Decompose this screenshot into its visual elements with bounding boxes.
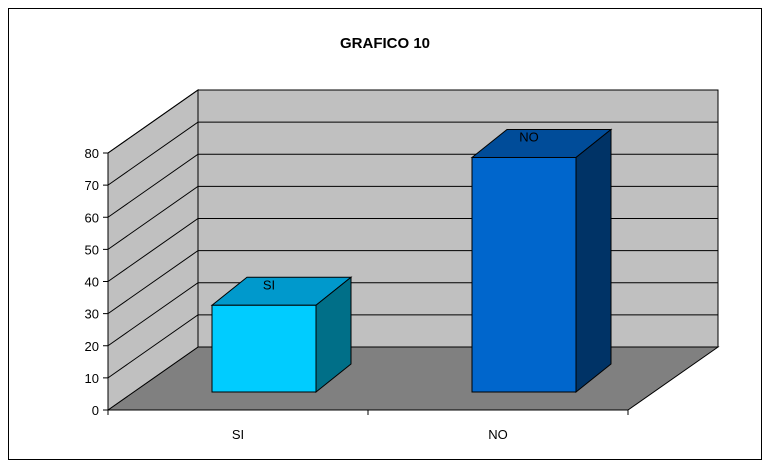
- y-tick-label: 10: [85, 371, 99, 386]
- chart-floor: [106, 346, 720, 411]
- y-tick-label: 30: [85, 307, 99, 322]
- gridline: [107, 89, 718, 154]
- y-tick-label: 80: [85, 146, 99, 161]
- bar-no: [470, 128, 613, 394]
- bar-si: [210, 276, 353, 394]
- y-tick-label: 70: [85, 178, 99, 193]
- bar-front: [471, 156, 577, 393]
- y-tick-label: 20: [85, 339, 99, 354]
- bar-front: [211, 304, 317, 393]
- gridline: [107, 121, 718, 186]
- y-tick-label: 40: [85, 275, 99, 290]
- data-label-si: SI: [263, 277, 275, 292]
- bar-side: [575, 128, 612, 394]
- y-tick-label: 0: [92, 403, 99, 418]
- x-tick-label-no: NO: [488, 427, 508, 442]
- y-tick-label: 60: [85, 210, 99, 225]
- chart-title: GRAFICO 10: [339, 35, 430, 52]
- data-label-no: NO: [519, 129, 539, 144]
- y-tick-label: 50: [85, 242, 99, 257]
- x-tick-label-si: SI: [232, 427, 244, 442]
